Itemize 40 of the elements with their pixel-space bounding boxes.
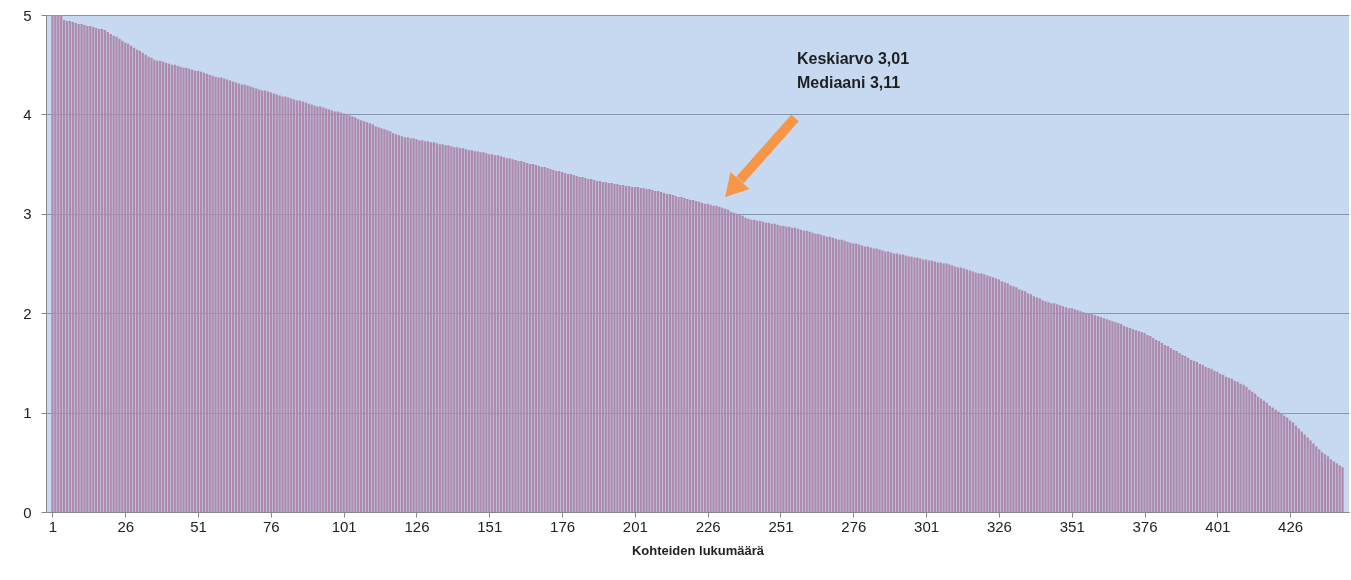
bar [648,188,651,512]
x-tick-label: 426 [1278,517,1304,535]
bar [814,233,817,512]
x-tick-label: 326 [986,517,1012,535]
y-tick-label: 1 [23,404,32,422]
bar [578,177,581,512]
x-tick-label: 376 [1132,517,1158,535]
annotation: Keskiarvo 3,01 Mediaani 3,11 [797,50,910,91]
x-tick-label: 151 [477,517,503,535]
bar [217,77,220,512]
bar [383,129,386,512]
x-tick-label: 201 [622,517,648,535]
y-tick-label: 2 [23,304,32,322]
bar [1245,386,1248,512]
x-tick-label: 226 [695,517,721,535]
x-tick-label: 51 [190,517,207,535]
y-tick-label: 4 [23,105,32,123]
x-axis-title: Kohteiden lukumäärä [631,542,765,558]
y-tick-label: 5 [23,6,32,24]
x-tick-label: 176 [550,517,576,535]
bar [51,15,54,512]
x-tick-label: 276 [841,517,867,535]
x-tick-label: 401 [1205,517,1231,535]
x-tick-label: 301 [914,517,940,535]
bar [147,56,150,512]
x-tick-label: 126 [404,517,430,535]
bar [1079,311,1082,512]
y-tick-label: 3 [23,205,32,223]
bar [313,105,316,512]
bar [744,217,747,512]
x-tick-label: 76 [263,517,280,535]
bar [1175,350,1178,512]
bar [1341,467,1344,512]
bar [1009,285,1012,512]
y-tick-label: 0 [23,503,32,521]
x-tick-label: 1 [48,517,58,535]
x-tick-label: 251 [768,517,794,535]
x-tick-label: 101 [331,517,357,535]
x-tick-label: 26 [117,517,135,535]
x-tick-label: 351 [1059,517,1085,535]
